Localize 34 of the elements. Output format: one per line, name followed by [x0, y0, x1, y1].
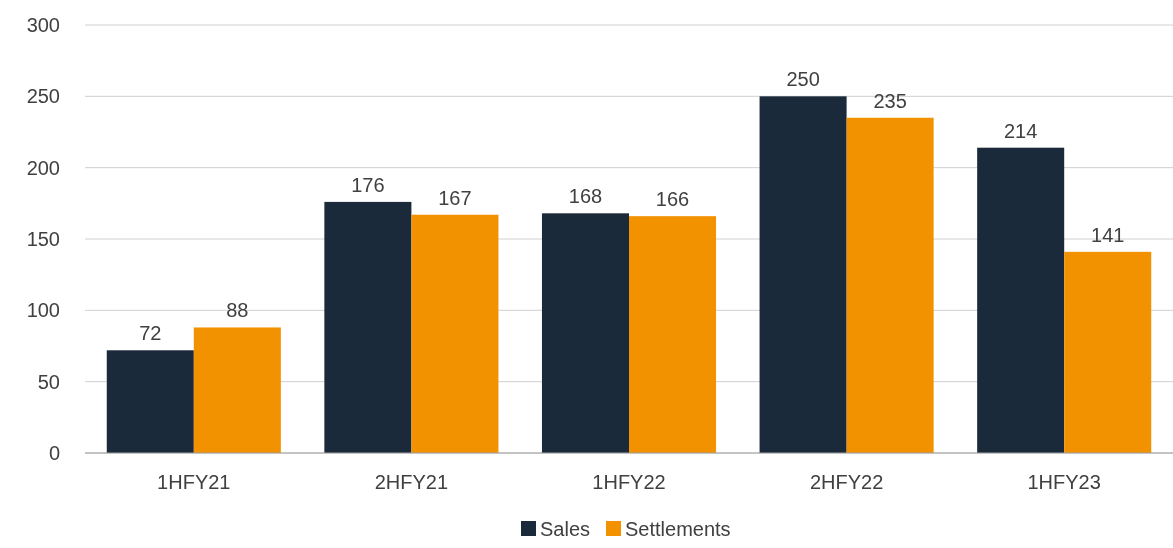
x-tick-label: 2HFY22: [809, 471, 884, 493]
bar: [759, 96, 847, 453]
data-label: 167: [438, 186, 472, 209]
bar: [541, 213, 629, 453]
data-label: 88: [226, 299, 249, 322]
data-label: 141: [1091, 223, 1125, 246]
y-tick-label: 250: [26, 85, 60, 108]
legend-label: Settlements: [625, 518, 731, 540]
bar: [324, 201, 412, 453]
bar: [977, 147, 1065, 453]
data-label: 176: [351, 173, 385, 196]
y-tick-label: 150: [26, 228, 60, 250]
x-tick-label: 2HFY21: [374, 471, 449, 493]
data-label: 235: [873, 89, 907, 112]
bar: [1064, 251, 1152, 453]
data-label: 168: [568, 185, 603, 208]
y-tick-label: 50: [37, 370, 60, 393]
x-tick-label: 1HFY21: [157, 471, 231, 493]
x-tick-label: 1HFY22: [592, 471, 666, 493]
bar: [106, 350, 194, 453]
y-tick-label: 200: [26, 156, 60, 179]
x-tick-label: 1HFY23: [1027, 471, 1101, 493]
bar: [629, 216, 717, 453]
bar: [411, 214, 499, 453]
bar: [846, 117, 934, 453]
data-label: 250: [786, 68, 820, 91]
y-tick-label: 100: [26, 299, 60, 322]
bar: [193, 327, 281, 453]
data-label: 166: [655, 188, 690, 211]
data-label: 214: [1003, 119, 1038, 142]
data-label: 72: [139, 322, 162, 345]
y-tick-label: 0: [48, 442, 60, 464]
legend-label: Sales: [540, 518, 591, 540]
y-tick-label: 300: [26, 14, 60, 36]
